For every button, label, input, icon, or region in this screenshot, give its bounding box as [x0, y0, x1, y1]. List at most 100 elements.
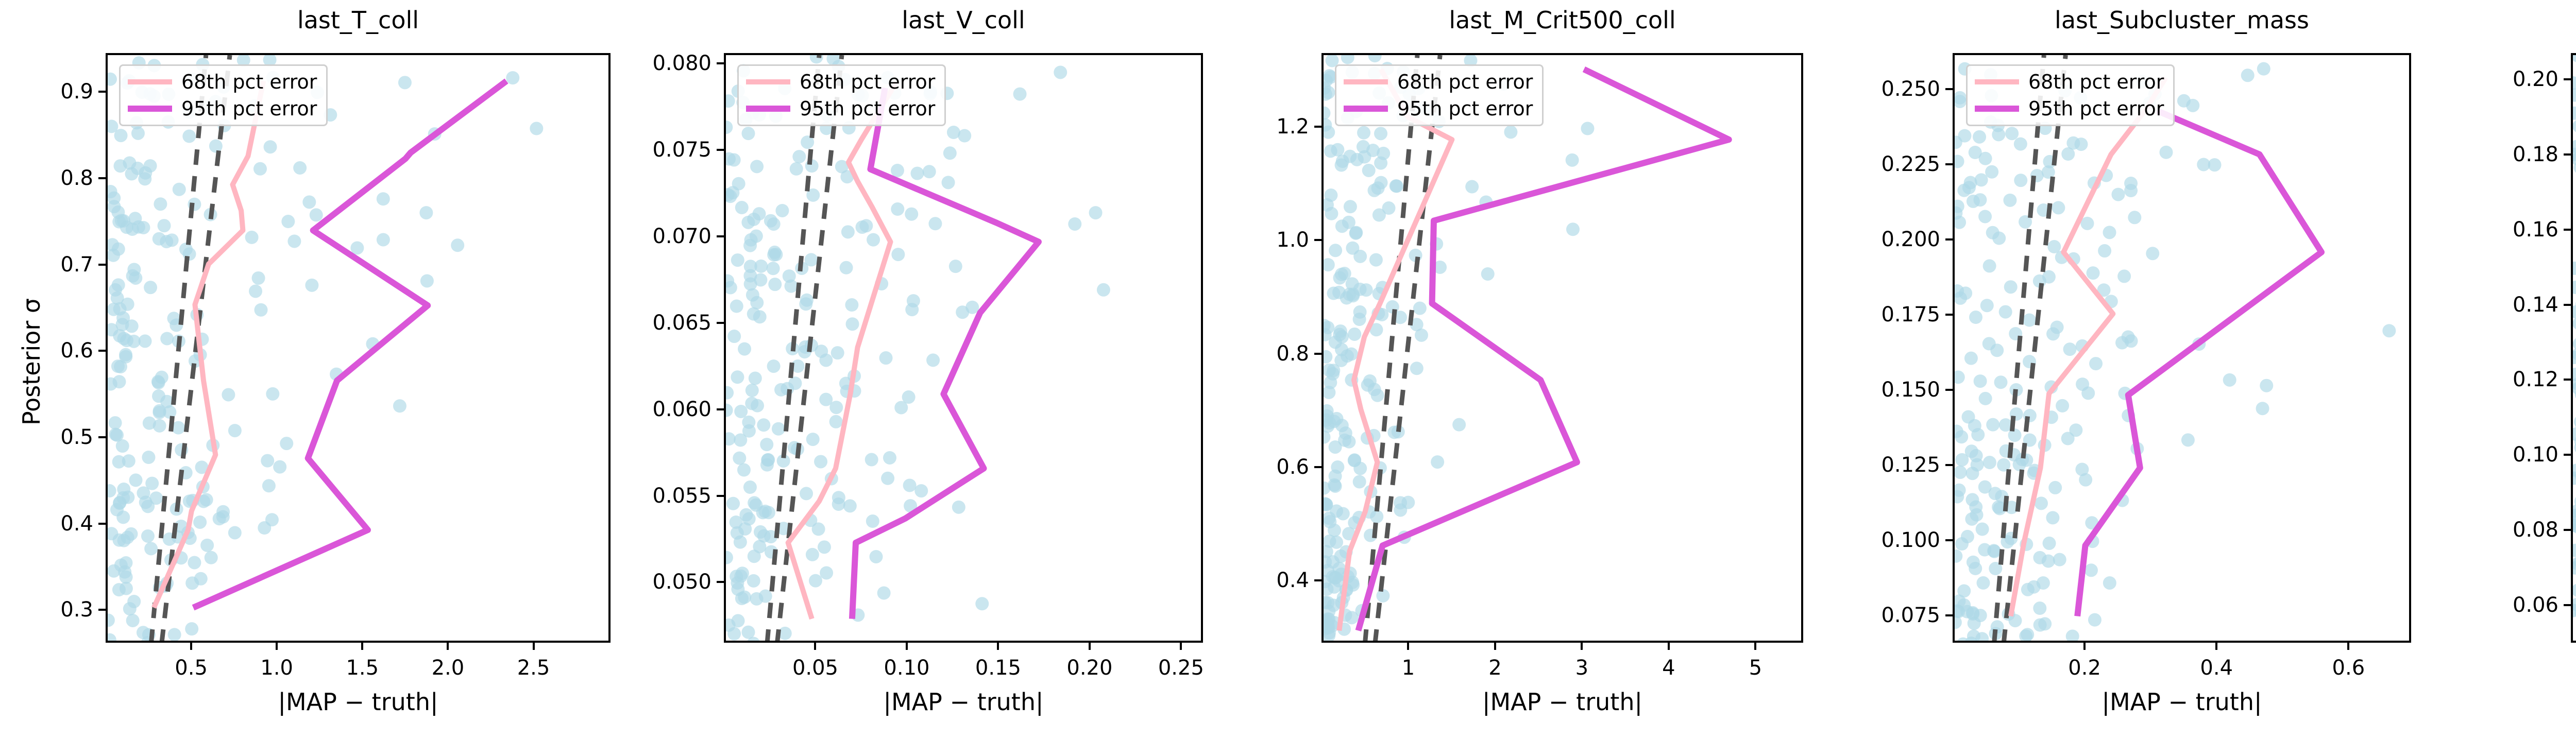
scatter-points [108, 55, 544, 641]
panel-last_V_coll: last_V_coll 68th pct error 95th pct error 0… [652, 0, 1265, 756]
reference-dashed-lines [1363, 55, 1443, 641]
plot-area: 68th pct error 95th pct error [1953, 53, 2411, 643]
x-tick-mark [276, 643, 278, 650]
x-tick-mark [997, 643, 999, 650]
y-tick-label: 0.4 [1276, 568, 1309, 592]
y-tick-mark [717, 581, 724, 583]
panel-last_T_coll: last_T_coll 68th pct error 95th pct error 0… [0, 0, 665, 756]
y-tick-mark [717, 408, 724, 410]
x-tick-label: 2 [1488, 656, 1502, 680]
y-tick-mark [98, 436, 106, 438]
y-tick-mark [1314, 239, 1321, 242]
y-tick-mark [2564, 379, 2571, 381]
series-68th-pct-line [785, 81, 899, 620]
x-tick-mark [814, 643, 817, 650]
panel-title: last_Subcluster_mass [2055, 6, 2309, 34]
legend-label: 68th pct error [181, 71, 317, 93]
panel-title: last_T_coll [297, 6, 419, 34]
reference-dashed-lines [765, 55, 844, 641]
scatter-points [726, 55, 1110, 641]
y-tick-mark [1314, 466, 1321, 468]
y-tick-mark [2564, 604, 2571, 607]
scatter-points [1324, 55, 1595, 641]
legend-item: 95th pct error [1975, 99, 2164, 118]
y-tick-mark [2564, 78, 2571, 81]
series-95th-pct-line [1355, 66, 1732, 632]
reference-dashed-lines [149, 55, 232, 641]
y-tick-mark [717, 149, 724, 151]
y-tick-label: 0.7 [60, 252, 93, 277]
x-tick-mark [2347, 643, 2350, 650]
x-tick-label: 0.10 [884, 656, 930, 680]
plot-canvas [1955, 55, 2396, 641]
x-tick-label: 0.4 [2200, 656, 2233, 680]
y-tick-label: 0.060 [652, 397, 711, 421]
series-68th-pct-line [151, 80, 266, 609]
y-tick-label: 0.075 [652, 138, 711, 162]
y-tick-mark [2564, 228, 2571, 231]
legend-item: 68th pct error [746, 72, 935, 92]
legend: 68th pct error 95th pct error [737, 64, 946, 126]
y-tick-label: 0.8 [60, 166, 93, 191]
legend-item: 95th pct error [128, 99, 317, 118]
y-tick-label: 0.18 [2512, 142, 2558, 166]
legend-label: 95th pct error [1397, 97, 1533, 120]
legend-label: 68th pct error [800, 71, 936, 93]
y-tick-mark [717, 494, 724, 497]
y-tick-mark [98, 350, 106, 352]
x-tick-mark [361, 643, 364, 650]
legend-item: 68th pct error [128, 72, 317, 92]
scatter-points [2573, 55, 2576, 617]
panel-title: last_M_Crit500_coll [1449, 6, 1676, 34]
y-tick-mark [98, 522, 106, 525]
legend-swatch-95th-icon [746, 106, 790, 112]
y-tick-mark [1945, 539, 1953, 542]
legend-label: 95th pct error [2028, 97, 2164, 120]
y-tick-label: 0.100 [1881, 528, 1940, 553]
x-tick-label: 5 [1749, 656, 1762, 680]
series-95th-pct-line [2074, 108, 2325, 617]
y-tick-mark [1945, 614, 1953, 617]
x-tick-label: 0.20 [1066, 656, 1113, 680]
legend: 68th pct error 95th pct error [119, 64, 328, 126]
y-tick-label: 0.6 [60, 339, 93, 363]
plot-area: 68th pct error 95th pct error [724, 53, 1203, 643]
y-tick-mark [98, 91, 106, 93]
y-tick-label: 0.16 [2512, 217, 2558, 242]
x-tick-label: 2.5 [517, 656, 550, 680]
y-axis-label: Posterior σ [18, 298, 45, 425]
x-tick-mark [1581, 643, 1583, 650]
x-tick-mark [190, 643, 193, 650]
series-68th-pct-line [1336, 68, 1455, 631]
y-tick-mark [98, 263, 106, 266]
y-tick-label: 0.5 [60, 425, 93, 449]
y-tick-label: 0.10 [2512, 443, 2558, 467]
x-tick-label: 0.5 [175, 656, 208, 680]
legend-swatch-68th-icon [1975, 79, 2019, 84]
y-tick-label: 1.0 [1276, 228, 1309, 252]
y-tick-mark [2564, 529, 2571, 531]
y-tick-label: 0.20 [2512, 67, 2558, 92]
x-tick-label: 4 [1662, 656, 1675, 680]
plot-canvas [1324, 55, 1732, 641]
y-tick-mark [1314, 126, 1321, 128]
panel-last_Subcluster_mass: last_Subcluster_mass 68th pct error 95th p… [1865, 0, 2465, 756]
y-tick-label: 0.6 [1276, 455, 1309, 479]
y-tick-label: 0.150 [1881, 378, 1940, 402]
legend-item: 95th pct error [1344, 99, 1533, 118]
series-95th-pct-line [192, 78, 509, 611]
x-tick-label: 3 [1575, 656, 1589, 680]
panel-title: last_Mass_ratio [2571, 6, 2576, 34]
x-tick-label: 0.6 [2332, 656, 2365, 680]
y-tick-mark [98, 609, 106, 611]
y-tick-label: 0.055 [652, 484, 711, 508]
legend: 68th pct error 95th pct error [1335, 64, 1544, 126]
legend-label: 68th pct error [1397, 71, 1533, 93]
legend-swatch-95th-icon [1975, 106, 2019, 112]
x-tick-mark [1407, 643, 1410, 650]
x-tick-label: 1.5 [346, 656, 379, 680]
legend-swatch-95th-icon [128, 106, 172, 112]
y-tick-mark [2564, 153, 2571, 156]
y-tick-label: 0.225 [1881, 152, 1940, 177]
